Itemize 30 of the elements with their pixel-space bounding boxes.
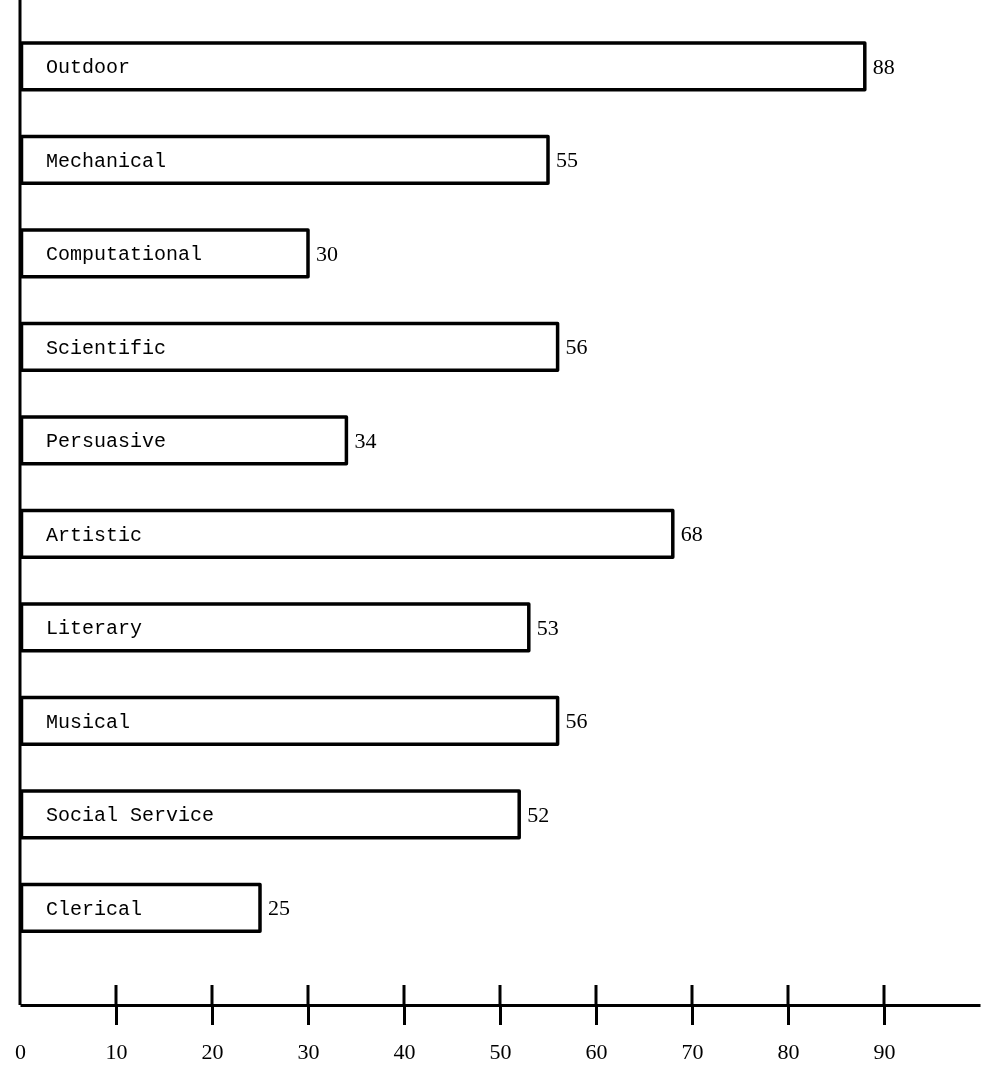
data-label: 68 [680, 521, 703, 547]
y-tick-label: Literary [46, 617, 143, 641]
x-tick-label: 20 [201, 1038, 224, 1064]
x-tick-label: 50 [489, 1038, 512, 1064]
x-tick-label: 70 [681, 1038, 704, 1064]
y-tick-label: Computational [46, 243, 203, 267]
data-label: 25 [268, 895, 290, 921]
x-tick-label: 40 [393, 1038, 416, 1064]
x-tick-label: 60 [585, 1038, 608, 1064]
y-tick-label: Artistic [46, 523, 143, 547]
x-tick-label: 30 [297, 1038, 320, 1064]
data-label: 88 [872, 53, 895, 79]
x-tick-label: 0 [15, 1038, 26, 1064]
data-label: 55 [556, 147, 578, 173]
x-tick-label: 80 [777, 1038, 800, 1064]
data-label: 53 [536, 614, 559, 640]
y-tick-label: Persuasive [46, 430, 167, 454]
y-tick-label: Clerical [46, 897, 143, 921]
x-tick-label: 90 [873, 1038, 896, 1064]
data-label: 30 [316, 240, 338, 266]
x-tick-label: 10 [105, 1038, 128, 1064]
data-label: 52 [527, 801, 550, 827]
data-label: 34 [354, 427, 377, 453]
y-tick-label: Scientific [46, 336, 167, 360]
y-tick-label: Outdoor [46, 56, 131, 80]
data-label: 56 [565, 334, 588, 360]
y-tick-label: Social Service [46, 804, 215, 828]
y-tick-label: Mechanical [46, 149, 167, 173]
y-tick-label: Musical [46, 710, 131, 734]
data-label: 56 [565, 708, 588, 734]
